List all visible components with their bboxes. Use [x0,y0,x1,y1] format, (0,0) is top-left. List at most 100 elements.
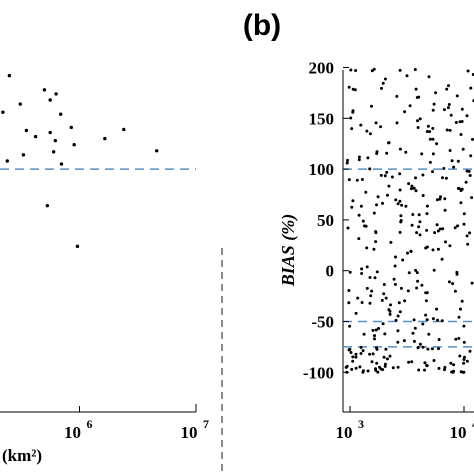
right-data-point [395,94,399,98]
right-data-point [428,160,432,164]
right-data-point [428,130,432,134]
right-data-point [453,226,457,230]
right-data-point [413,326,417,330]
right-data-point [381,322,385,326]
right-data-point [370,360,374,364]
right-data-point [384,296,388,300]
right-data-point [459,133,463,136]
right-data-point [382,355,386,359]
right-data-point [456,159,460,163]
right-data-point [370,104,373,108]
right-data-point [357,237,361,241]
right-data-point [462,212,466,216]
right-data-point [364,190,368,194]
right-data-point [390,175,394,179]
right-data-point [361,370,365,374]
right-data-point [366,369,370,373]
right-data-point [377,327,381,330]
left-data-point [5,159,9,163]
right-data-point [455,94,459,98]
right-data-point [462,340,466,344]
right-data-point [357,158,361,162]
right-data-point [399,286,403,290]
right-data-point [417,95,421,99]
right-data-point [432,102,436,106]
left-data-point [122,127,126,132]
right-data-point [393,282,397,286]
right-data-point [423,361,427,365]
right-data-point [355,178,359,182]
right-data-point [430,347,434,351]
left-data-point [103,136,107,141]
right-data-point [457,336,461,340]
right-data-point [421,345,425,349]
right-data-point [432,359,436,362]
right-data-point [427,332,431,336]
right-data-point [346,158,349,162]
right-data-point [374,230,378,234]
right-data-point [371,352,375,356]
right-data-point [396,340,400,344]
right-data-point [444,176,448,180]
right-data-point [431,126,435,130]
right-data-point [354,69,358,72]
right-data-point [462,324,466,328]
right-data-point [396,329,400,333]
right-data-point [411,331,415,335]
right-data-point [421,322,425,326]
right-data-point [460,187,464,191]
right-data-point [427,75,431,79]
right-data-point [398,68,402,72]
right-data-point [375,152,379,155]
right-data-point [368,167,372,171]
left-data-point [51,150,56,154]
right-data-point [425,364,429,368]
right-data-point [441,227,445,231]
right-data-point [398,188,402,192]
right-data-point [437,338,441,341]
right-data-point [347,348,351,352]
left-data-point [7,73,12,78]
right-data-point [469,154,473,158]
right-data-point [374,368,378,372]
right-data-point [465,359,469,363]
right-data-point [411,213,415,216]
right-data-point [462,222,466,226]
right-data-point [452,165,456,169]
right-data-point [449,113,453,117]
right-data-point [394,198,398,202]
right-data-point [464,180,468,184]
right-data-point [425,228,429,232]
right-data-point [370,289,374,293]
left-x-tick-label: 10 [181,423,198,442]
right-data-point [365,129,369,133]
right-data-point [402,339,406,343]
right-data-point [433,231,437,235]
right-data-point [454,121,458,124]
right-data-point [466,242,470,246]
right-data-point [409,187,413,191]
right-data-point [416,346,420,350]
right-y-tick-label: 0 [326,262,335,281]
right-data-point [382,292,386,296]
right-data-point [347,178,351,182]
right-data-point [449,361,453,365]
right-data-point [396,365,400,369]
right-data-point [386,193,389,197]
left-data-point [155,149,159,153]
right-data-point [383,362,387,366]
right-data-point [436,247,440,251]
right-data-point [354,352,358,356]
right-data-point [440,257,444,261]
right-data-point [468,349,472,353]
right-data-point [468,231,472,235]
right-x-tick-label: 10 [336,423,353,442]
right-data-point [351,110,355,114]
right-data-point [345,364,349,368]
right-data-point [398,147,402,151]
right-data-point [446,106,450,110]
right-data-point [467,169,471,173]
left-data-point [18,102,22,106]
right-data-point [409,249,413,253]
right-data-point [470,196,474,200]
